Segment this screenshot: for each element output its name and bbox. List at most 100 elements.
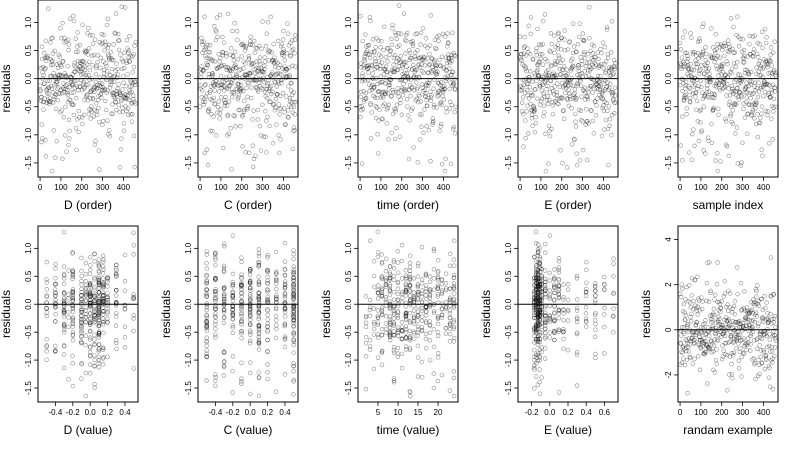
data-point	[87, 271, 93, 277]
data-point	[390, 87, 395, 93]
data-point	[231, 58, 237, 63]
data-point	[537, 84, 543, 89]
data-point	[745, 336, 751, 341]
data-point	[718, 309, 723, 315]
data-point	[75, 67, 80, 72]
data-point	[78, 66, 84, 72]
data-point	[539, 266, 544, 272]
data-point	[96, 332, 102, 338]
data-point	[715, 54, 721, 59]
data-point	[274, 277, 279, 283]
data-point	[755, 134, 760, 140]
data-point	[568, 68, 574, 73]
data-point	[433, 66, 439, 71]
data-point	[423, 91, 428, 96]
data-point	[745, 112, 750, 117]
data-point	[265, 287, 270, 293]
data-point	[387, 275, 393, 281]
data-point	[542, 80, 547, 85]
data-point	[560, 108, 566, 114]
data-point	[256, 262, 262, 268]
data-point	[131, 230, 136, 235]
data-point	[535, 283, 541, 289]
data-point	[535, 305, 541, 310]
data-points	[677, 14, 778, 174]
data-point	[598, 82, 604, 87]
data-point	[757, 335, 763, 340]
data-point	[87, 291, 93, 296]
data-point	[752, 299, 757, 305]
data-point	[444, 60, 450, 66]
data-point	[554, 90, 560, 95]
data-point	[273, 276, 279, 281]
data-point	[532, 312, 537, 318]
data-point	[762, 366, 768, 372]
data-point	[61, 352, 67, 357]
data-point	[105, 306, 110, 311]
data-point	[723, 352, 728, 357]
data-point	[213, 277, 218, 282]
data-point	[702, 92, 708, 97]
data-point	[447, 295, 453, 301]
data-point	[291, 315, 296, 320]
data-point	[88, 292, 93, 298]
y-tick-label: 0.5	[664, 44, 673, 56]
data-point	[693, 61, 699, 66]
data-point	[411, 145, 416, 150]
data-point	[122, 5, 128, 10]
data-point	[118, 52, 123, 57]
data-point	[704, 331, 709, 336]
data-point	[79, 297, 84, 303]
data-point	[709, 350, 714, 355]
data-point	[681, 97, 687, 103]
data-point	[113, 301, 119, 306]
data-point	[552, 33, 557, 38]
data-point	[738, 324, 744, 330]
data-point	[371, 366, 377, 372]
data-point	[415, 289, 421, 295]
data-point	[376, 118, 382, 123]
data-point	[39, 122, 44, 127]
data-point	[256, 274, 261, 279]
data-point	[383, 278, 389, 283]
x-tick-label: 15	[414, 408, 423, 417]
data-point	[762, 26, 768, 32]
data-point	[363, 90, 369, 96]
data-point	[213, 277, 218, 282]
data-point	[584, 259, 589, 265]
data-point	[132, 79, 138, 85]
data-point	[584, 267, 589, 273]
data-point	[679, 333, 684, 338]
data-point	[256, 339, 262, 344]
data-point	[381, 72, 387, 77]
data-point	[768, 349, 773, 354]
data-point	[95, 53, 100, 58]
data-point	[109, 111, 114, 116]
data-point	[552, 277, 557, 282]
data-point	[685, 71, 690, 77]
data-point	[256, 375, 262, 380]
data-point	[535, 307, 541, 312]
data-point	[386, 80, 392, 85]
data-point	[61, 114, 67, 120]
data-point	[592, 300, 598, 306]
data-point	[62, 322, 67, 327]
data-point	[535, 267, 541, 273]
data-point	[567, 79, 573, 84]
data-point	[533, 73, 538, 78]
data-point	[282, 58, 288, 63]
data-point	[764, 60, 770, 65]
data-point	[104, 68, 110, 74]
data-point	[535, 323, 541, 329]
data-points	[517, 5, 618, 174]
data-point	[113, 338, 119, 343]
y-tick-label: -1.0	[504, 127, 513, 141]
data-point	[535, 327, 541, 332]
data-point	[559, 35, 564, 41]
data-point	[290, 146, 295, 152]
data-point	[79, 360, 84, 366]
data-point	[447, 99, 453, 105]
data-point	[766, 82, 771, 87]
data-point	[201, 68, 206, 74]
data-point	[757, 120, 762, 126]
